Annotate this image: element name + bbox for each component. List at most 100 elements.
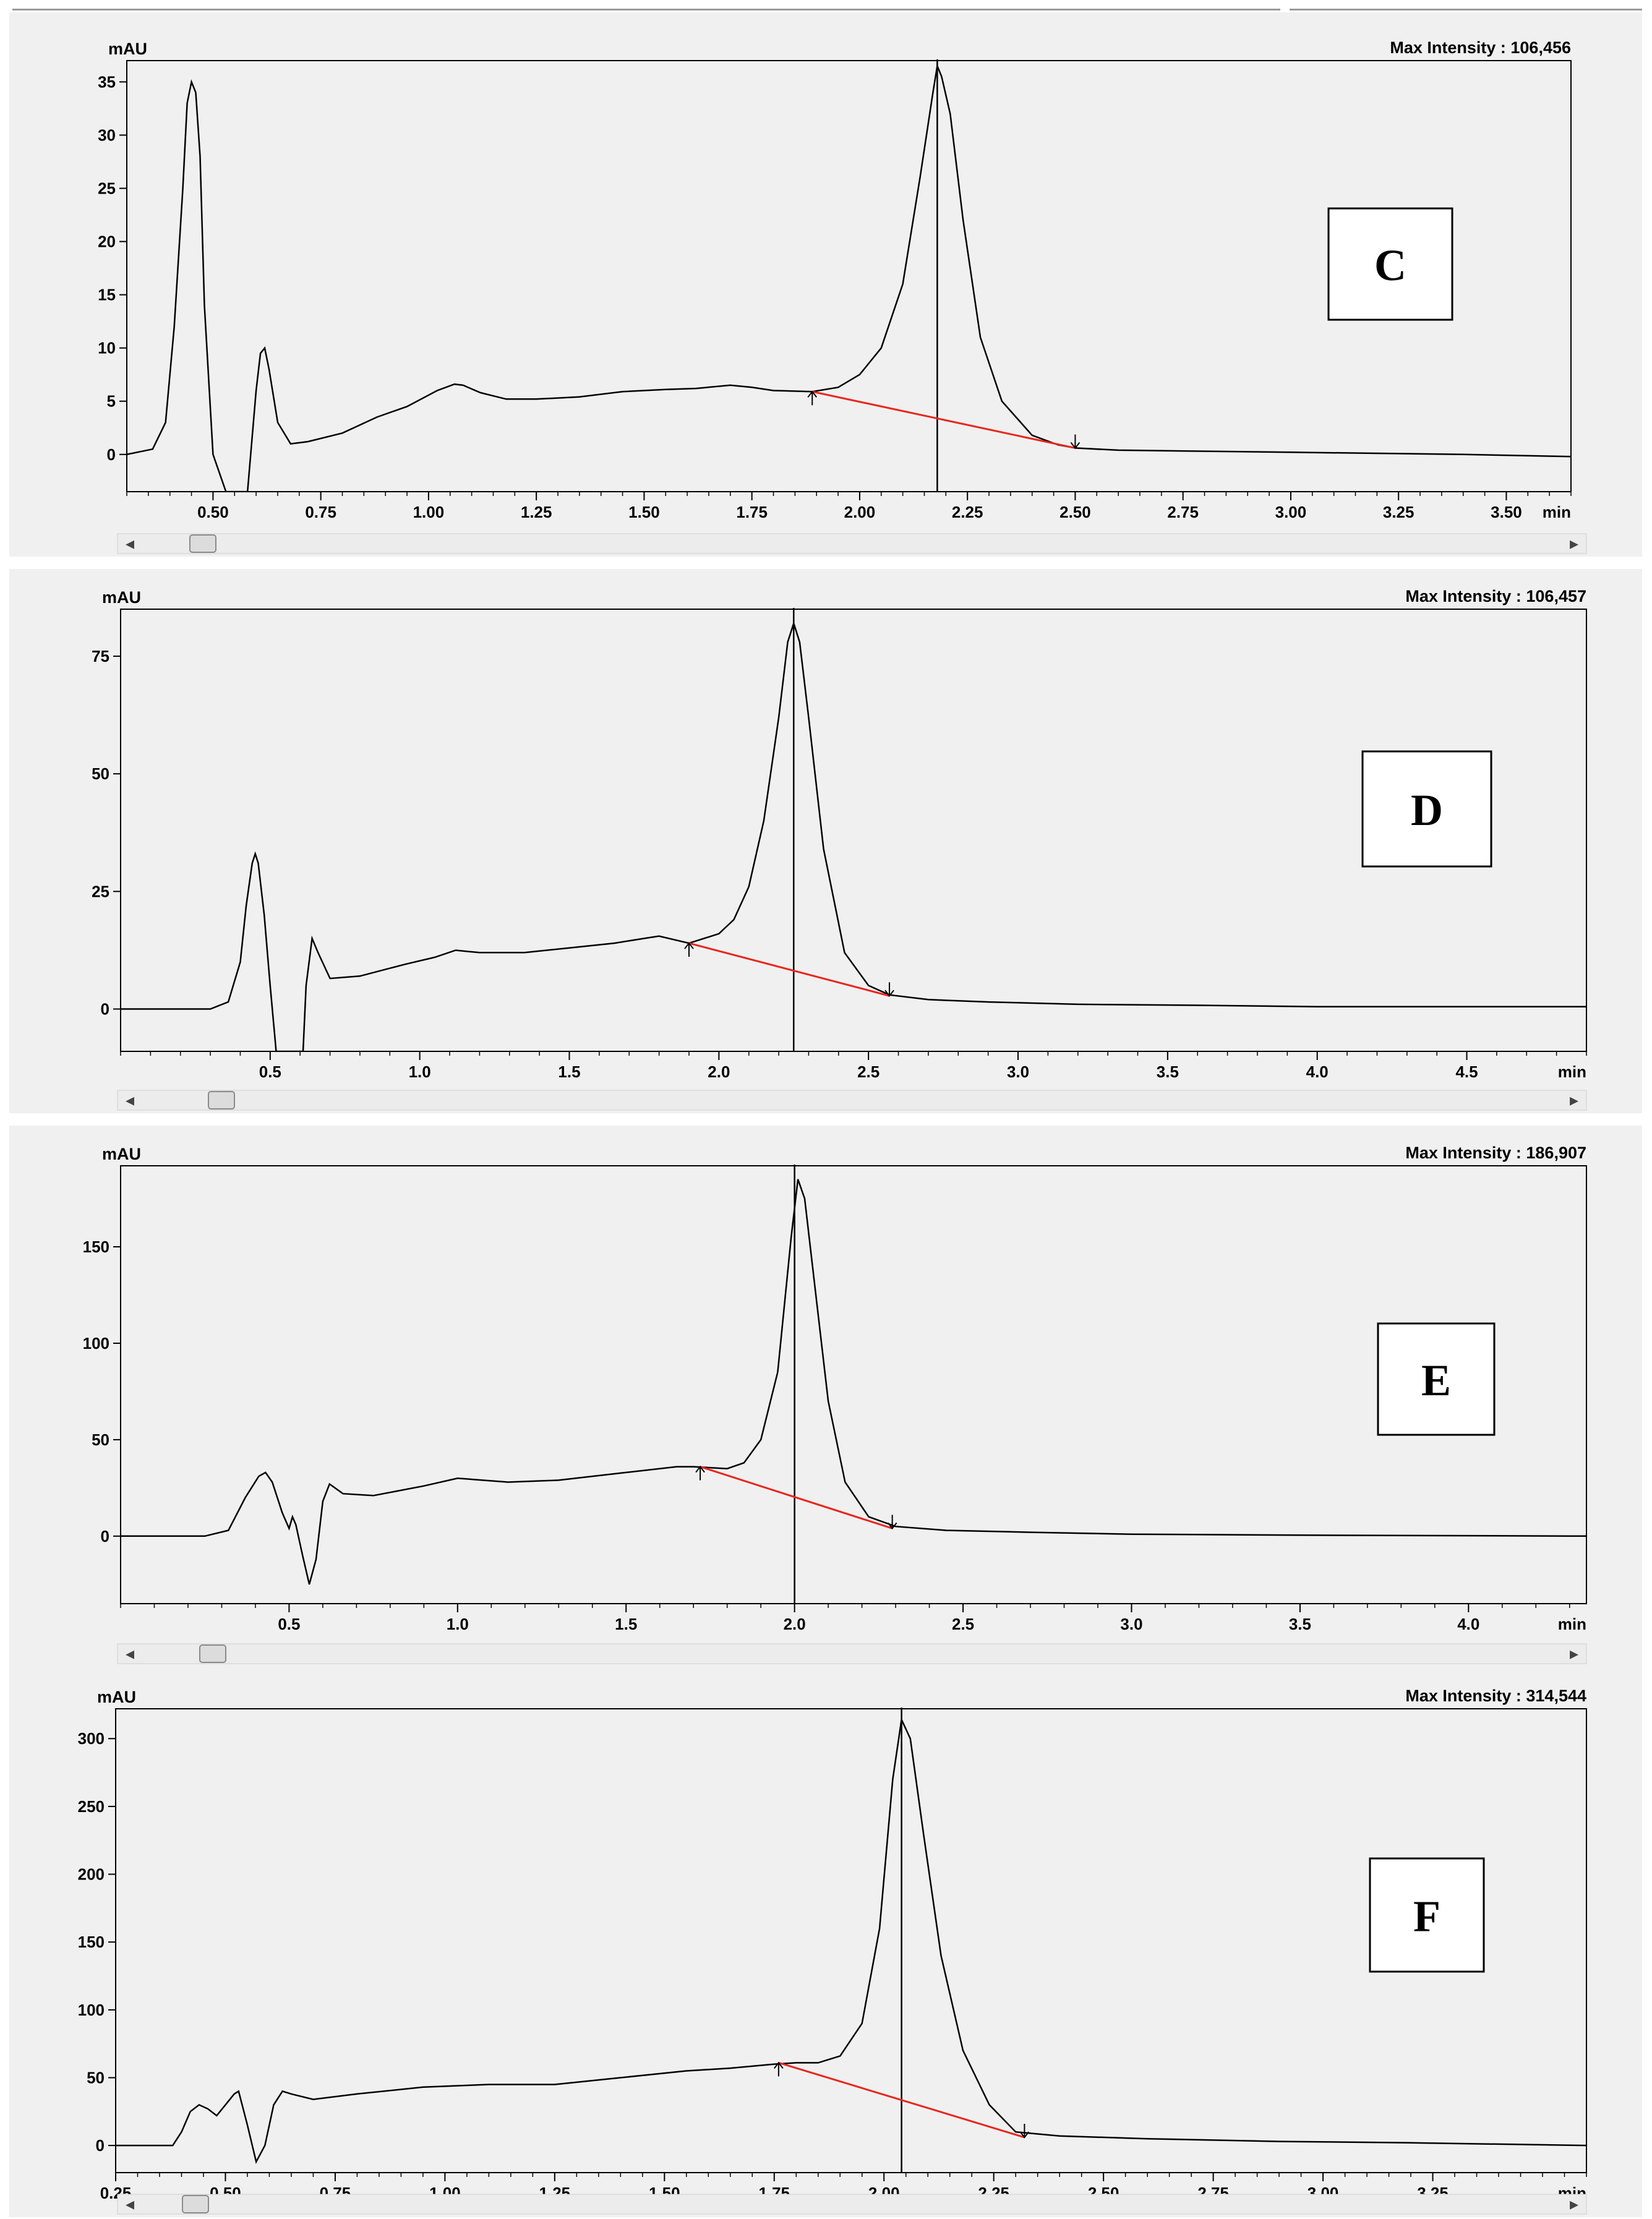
scroll-left-arrow-icon[interactable]: ◂ <box>126 1644 134 1663</box>
scrollbar-thumb[interactable] <box>189 534 216 553</box>
chromatogram-svg: mAU Max Intensity : 186,907 0 50 100 150 0.5 1.… <box>83 1144 1587 1664</box>
chromatogram-svg: mAU Max Intensity : 314,544 0 50 100 150 200 25… <box>78 1687 1587 2215</box>
y-tick-label: 15 <box>98 286 116 304</box>
horizontal-scrollbar[interactable]: ◂ ▸ <box>117 533 1587 554</box>
y-unit-label: mAU <box>102 588 141 607</box>
x-tick-label: 3.5 <box>1157 1062 1179 1081</box>
scrollbar-track[interactable] <box>117 1643 1587 1664</box>
peak-start-arrow <box>684 942 694 957</box>
panel-label-box <box>1361 750 1492 868</box>
scroll-right-arrow-icon[interactable]: ▸ <box>1570 534 1578 553</box>
chromatogram-svg: mAU Max Intensity : 106,457 0 25 50 75 0.5 1.0 1… <box>92 587 1587 1111</box>
y-tick-label: 20 <box>98 233 116 251</box>
x-tick-label: 2.25 <box>952 503 983 521</box>
y-tick-label: 300 <box>78 1729 105 1748</box>
x-tick-label: 4.5 <box>1455 1062 1478 1081</box>
y-tick-label: 150 <box>78 1933 105 1951</box>
window-top-divider-right <box>1290 9 1642 11</box>
scroll-right-arrow-icon[interactable]: ▸ <box>1570 1090 1578 1110</box>
x-tick-label: 1.5 <box>615 1615 637 1633</box>
x-tick-label: 3.25 <box>1383 503 1414 521</box>
x-tick-label: 1.50 <box>628 503 660 521</box>
scrollbar-thumb[interactable] <box>199 1644 226 1663</box>
panel-label-box <box>1377 1322 1496 1436</box>
scrollbar-track[interactable] <box>117 2194 1587 2215</box>
x-tick-label: 1.75 <box>736 503 768 521</box>
y-tick-label: 0 <box>96 2136 105 2155</box>
x-unit-label: min <box>1558 1062 1586 1081</box>
horizontal-scrollbar[interactable]: ◂ ▸ <box>117 1090 1587 1111</box>
peak-start-arrow <box>774 2061 784 2077</box>
x-tick-label: 4.0 <box>1306 1062 1329 1081</box>
chromatogram-trace <box>116 1717 1586 2164</box>
x-tick-label: 1.25 <box>521 503 552 521</box>
panel-label: E <box>1421 1356 1451 1405</box>
x-tick-label: 1.0 <box>447 1615 469 1633</box>
scroll-right-arrow-icon[interactable]: ▸ <box>1570 1644 1578 1663</box>
scroll-left-arrow-icon[interactable]: ◂ <box>126 1090 134 1110</box>
chromatogram-trace <box>121 1179 1586 1585</box>
chromatogram-trace <box>127 63 1571 492</box>
x-unit-label: min <box>1543 503 1571 521</box>
chromatogram-panel-e: mAU Max Intensity : 186,907 0 50 100 150 0.5 1.… <box>9 1126 1642 1670</box>
y-tick-label: 100 <box>83 1334 109 1353</box>
panel-label-box <box>1369 1857 1485 1973</box>
scrollbar-thumb[interactable] <box>182 2195 209 2213</box>
y-tick-label: 200 <box>78 1865 105 1884</box>
horizontal-scrollbar[interactable]: ◂ ▸ <box>117 2194 1587 2215</box>
horizontal-scrollbar[interactable]: ◂ ▸ <box>117 1643 1587 1664</box>
max-intensity-label: Max Intensity : 314,544 <box>1405 1687 1586 1705</box>
y-tick-label: 25 <box>92 882 109 900</box>
x-tick-label: 2.0 <box>784 1615 806 1633</box>
x-tick-label: 2.5 <box>857 1062 879 1081</box>
scroll-right-arrow-icon[interactable]: ▸ <box>1570 2194 1578 2213</box>
scrollbar-track[interactable] <box>117 533 1587 554</box>
y-tick-label: 10 <box>98 339 116 357</box>
y-tick-label: 35 <box>98 72 116 91</box>
peak-start-arrow <box>695 1465 705 1481</box>
max-intensity-label: Max Intensity : 186,907 <box>1405 1144 1586 1162</box>
scrollbar-thumb[interactable] <box>208 1091 235 1110</box>
y-tick-label: 75 <box>92 647 109 665</box>
window-top-divider <box>12 9 1280 11</box>
y-tick-label: 250 <box>78 1797 105 1816</box>
x-tick-label: 1.00 <box>413 503 445 521</box>
x-unit-label: min <box>1558 1615 1586 1633</box>
y-tick-label: 0 <box>107 445 116 464</box>
panel-label: C <box>1374 241 1406 290</box>
peak-end-arrow <box>884 982 894 997</box>
y-tick-label: 5 <box>107 392 116 411</box>
peak-start-arrow <box>807 390 818 406</box>
y-tick-label: 30 <box>98 126 116 144</box>
y-unit-label: mAU <box>97 1688 136 1706</box>
x-tick-label: 2.75 <box>1167 503 1199 521</box>
scrollbar-track[interactable] <box>117 1090 1587 1111</box>
scroll-left-arrow-icon[interactable]: ◂ <box>126 534 134 553</box>
x-tick-label: 0.5 <box>259 1062 281 1081</box>
y-unit-label: mAU <box>102 1145 141 1163</box>
integration-baseline <box>700 1466 893 1529</box>
y-tick-label: 0 <box>101 1000 109 1019</box>
y-tick-label: 50 <box>92 764 109 783</box>
y-unit-label: mAU <box>108 40 147 58</box>
x-tick-label: 4.0 <box>1457 1615 1479 1633</box>
chromatogram-panel-f: mAU Max Intensity : 314,544 0 50 100 150 200 25… <box>9 1670 1642 2217</box>
max-intensity-label: Max Intensity : 106,457 <box>1405 587 1586 605</box>
y-tick-label: 25 <box>98 179 116 198</box>
peak-end-arrow <box>1070 434 1081 450</box>
chromatogram-svg: mAU Max Intensity : 106,456 0 5 10 15 20 25 30 35… <box>98 38 1587 554</box>
x-tick-label: 3.00 <box>1275 503 1307 521</box>
y-tick-label: 100 <box>78 2001 105 2019</box>
y-tick-label: 50 <box>92 1430 109 1449</box>
x-tick-label: 3.5 <box>1289 1615 1311 1633</box>
x-tick-label: 2.00 <box>844 503 876 521</box>
chromatogram-panel-d: mAU Max Intensity : 106,457 0 25 50 75 0.5 1.0 1… <box>9 569 1642 1113</box>
panel-label: F <box>1413 1892 1440 1941</box>
scroll-left-arrow-icon[interactable]: ◂ <box>126 2194 134 2213</box>
plot-area <box>120 1165 1587 1604</box>
integration-baseline <box>811 390 1076 449</box>
peak-end-arrow <box>1019 2123 1030 2139</box>
max-intensity-label: Max Intensity : 106,456 <box>1390 38 1571 57</box>
x-tick-label: 0.50 <box>197 503 229 521</box>
window-top-edge <box>0 0 1652 12</box>
